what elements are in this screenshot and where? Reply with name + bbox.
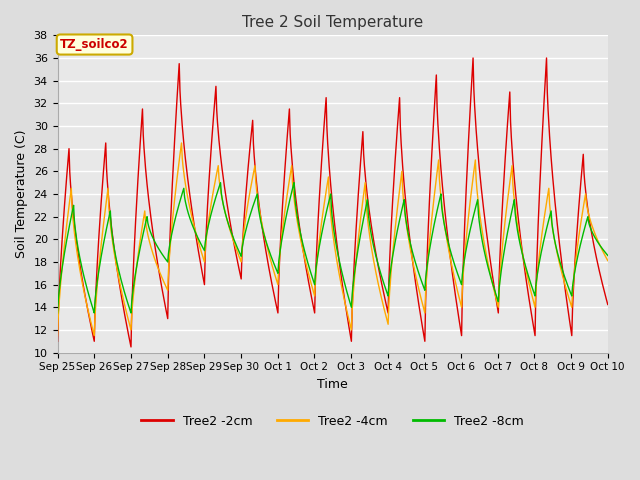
Y-axis label: Soil Temperature (C): Soil Temperature (C) xyxy=(15,130,28,258)
Legend: Tree2 -2cm, Tree2 -4cm, Tree2 -8cm: Tree2 -2cm, Tree2 -4cm, Tree2 -8cm xyxy=(136,409,529,432)
X-axis label: Time: Time xyxy=(317,378,348,391)
Text: TZ_soilco2: TZ_soilco2 xyxy=(60,38,129,51)
Title: Tree 2 Soil Temperature: Tree 2 Soil Temperature xyxy=(242,15,423,30)
